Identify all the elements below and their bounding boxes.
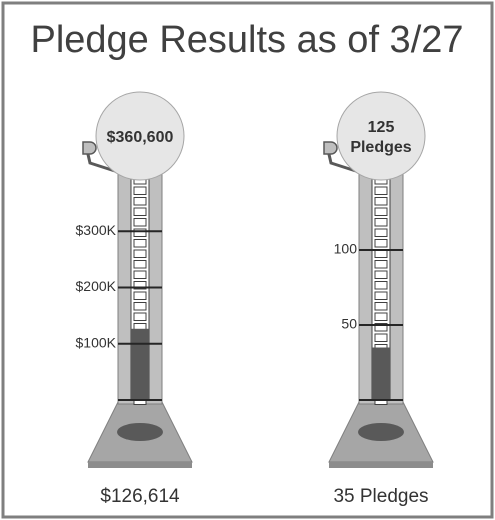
ladder-step (134, 292, 146, 300)
ladder-step (134, 198, 146, 206)
y-tick-label: $300K (76, 222, 117, 238)
fill-bar (372, 348, 390, 401)
knob (83, 142, 96, 154)
ladder-step (375, 292, 387, 300)
ladder-step (134, 303, 146, 311)
ladder-step (375, 313, 387, 321)
y-tick-label: $100K (76, 334, 117, 350)
ladder-step (375, 250, 387, 258)
ladder-step (375, 219, 387, 227)
value-label: $126,614 (100, 486, 180, 507)
chart: Pledge Results as of 3/27 $126,614 $100K $… (0, 0, 495, 520)
ladder-step (134, 187, 146, 195)
fill-bar (131, 329, 149, 400)
value-label: 35 Pledges (333, 486, 428, 507)
base-foot (329, 462, 433, 468)
ladder-step (134, 271, 146, 279)
ladder-step (375, 282, 387, 290)
goal-label-line: 125 (368, 119, 395, 136)
ladder-step (134, 261, 146, 269)
ladder-step (134, 229, 146, 237)
goal-label-line: Pledges (350, 139, 411, 156)
ladder-step (134, 240, 146, 248)
chart-title: Pledge Results as of 3/27 (30, 19, 463, 61)
ladder-step (375, 303, 387, 311)
ladder-step (134, 208, 146, 216)
y-tick-label: 100 (334, 241, 358, 257)
ladder-step (134, 313, 146, 321)
ladder-step (375, 187, 387, 195)
ladder-step (134, 250, 146, 258)
goal-label: $360,600 (107, 129, 174, 146)
y-tick-label: $200K (76, 278, 117, 294)
ladder-step (375, 240, 387, 248)
goal-label-line: $360,600 (107, 129, 174, 146)
ladder-step (375, 334, 387, 342)
base-hole (358, 423, 404, 441)
base-foot (88, 462, 192, 468)
ladder-step (375, 229, 387, 237)
knob (324, 142, 337, 154)
ladder-step (375, 208, 387, 216)
base-hole (117, 423, 163, 441)
ladder-step (375, 271, 387, 279)
y-tick-label: 50 (341, 316, 357, 332)
ladder-step (134, 219, 146, 227)
ladder-step (375, 261, 387, 269)
ladder-step (375, 198, 387, 206)
